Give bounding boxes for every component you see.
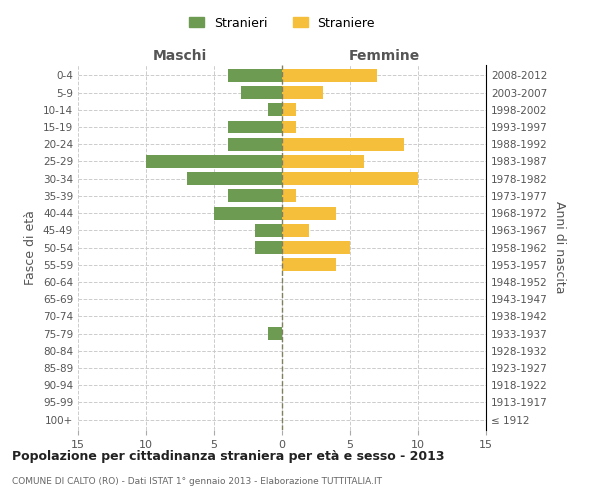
Bar: [282, 69, 377, 82]
Bar: [255, 224, 282, 236]
Y-axis label: Fasce di età: Fasce di età: [25, 210, 37, 285]
Bar: [268, 327, 282, 340]
Bar: [227, 138, 282, 150]
Bar: [187, 172, 282, 185]
Text: Femmine: Femmine: [349, 50, 419, 64]
Text: Popolazione per cittadinanza straniera per età e sesso - 2013: Popolazione per cittadinanza straniera p…: [12, 450, 445, 463]
Bar: [227, 190, 282, 202]
Bar: [227, 120, 282, 134]
Bar: [282, 241, 350, 254]
Y-axis label: Anni di nascita: Anni di nascita: [553, 201, 566, 294]
Bar: [282, 224, 309, 236]
Bar: [268, 104, 282, 116]
Bar: [282, 206, 337, 220]
Text: Maschi: Maschi: [153, 50, 207, 64]
Bar: [146, 155, 282, 168]
Bar: [282, 155, 364, 168]
Bar: [241, 86, 282, 99]
Bar: [282, 258, 337, 271]
Bar: [227, 69, 282, 82]
Bar: [282, 120, 296, 134]
Bar: [255, 241, 282, 254]
Bar: [282, 190, 296, 202]
Text: COMUNE DI CALTO (RO) - Dati ISTAT 1° gennaio 2013 - Elaborazione TUTTITALIA.IT: COMUNE DI CALTO (RO) - Dati ISTAT 1° gen…: [12, 478, 382, 486]
Bar: [282, 138, 404, 150]
Bar: [282, 104, 296, 116]
Legend: Stranieri, Straniere: Stranieri, Straniere: [189, 16, 375, 30]
Bar: [282, 86, 323, 99]
Bar: [282, 172, 418, 185]
Bar: [214, 206, 282, 220]
